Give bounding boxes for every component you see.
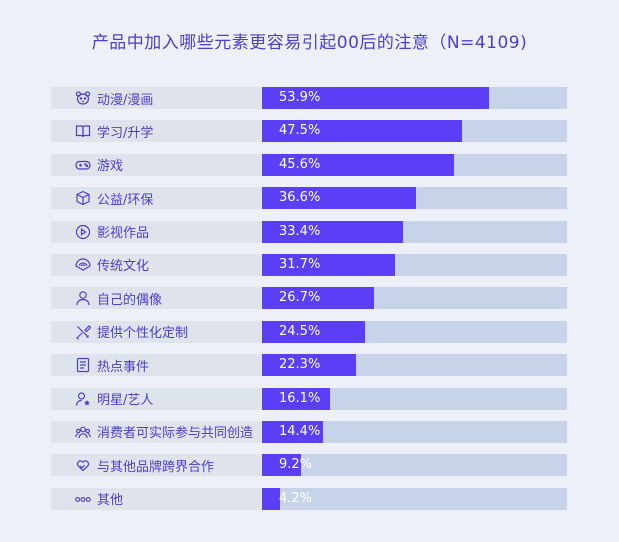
star-person-icon (75, 391, 91, 407)
bar (262, 354, 356, 377)
category-label: 游戏 (97, 159, 124, 175)
group-icon (75, 424, 91, 440)
category-label: 与其他品牌跨界合作 (97, 459, 215, 475)
bar (262, 187, 416, 210)
category-label-cell: 传统文化 (51, 253, 262, 276)
category-label-cell: 动漫/漫画 (51, 87, 262, 109)
bar (262, 420, 323, 443)
bar (262, 387, 330, 410)
category-label-cell: 游戏 (51, 153, 262, 176)
category-label: 影视作品 (97, 226, 150, 242)
bar-track: 24.5% (262, 320, 567, 343)
bar-row: 游戏 45.6% (51, 153, 567, 176)
value-label: 36.6% (279, 190, 321, 206)
bar (262, 120, 462, 143)
category-label: 消费者可实际参与共同创造 (97, 426, 254, 442)
value-label: 47.5% (279, 123, 321, 139)
bar-row: 明星/艺人 16.1% (51, 387, 567, 410)
value-label: 33.4% (279, 223, 321, 239)
category-label-cell: 消费者可实际参与共同创造 (51, 420, 262, 443)
category-label: 热点事件 (97, 359, 150, 375)
bar-track: 9.2% (262, 454, 567, 477)
bar (262, 454, 301, 477)
box-icon (75, 190, 91, 206)
bar-row: 学习/升学 47.5% (51, 120, 567, 143)
value-label: 24.5% (279, 323, 321, 339)
bar (262, 87, 489, 109)
value-label: 9.2% (279, 457, 313, 473)
value-label: 45.6% (279, 156, 321, 172)
category-label-cell: 影视作品 (51, 220, 262, 243)
category-label: 明星/艺人 (97, 393, 154, 409)
bar-chart: 动漫/漫画 53.9% 学习/升学 47.5% 游戏 45.6% 公益/环保 36.6% 影视作… (51, 87, 567, 521)
bar-track: 33.4% (262, 220, 567, 243)
bar-track: 36.6% (262, 187, 567, 210)
category-label: 学习/升学 (97, 125, 154, 141)
bar-row: 其他 4.2% (51, 487, 567, 510)
bar-row: 提供个性化定制 24.5% (51, 320, 567, 343)
bar-row: 影视作品 33.4% (51, 220, 567, 243)
bar (262, 153, 454, 176)
category-label: 其他 (97, 493, 124, 509)
category-label: 自己的偶像 (97, 292, 163, 308)
bar-row: 动漫/漫画 53.9% (51, 87, 567, 109)
news-icon (75, 357, 91, 373)
heart-hands-icon (75, 457, 91, 473)
bar (262, 287, 375, 310)
category-label: 传统文化 (97, 259, 150, 275)
category-label: 公益/环保 (97, 192, 154, 208)
bar-track: 53.9% (262, 87, 567, 109)
bar (262, 220, 403, 243)
bar-track: 22.3% (262, 354, 567, 377)
category-label-cell: 明星/艺人 (51, 387, 262, 410)
bar-row: 传统文化 31.7% (51, 253, 567, 276)
gamepad-icon (75, 157, 91, 173)
category-label-cell: 其他 (51, 487, 262, 510)
category-label-cell: 自己的偶像 (51, 287, 262, 310)
value-label: 16.1% (279, 390, 321, 406)
bar-row: 消费者可实际参与共同创造 14.4% (51, 420, 567, 443)
bar-row: 热点事件 22.3% (51, 354, 567, 377)
category-label-cell: 公益/环保 (51, 187, 262, 210)
bar (262, 320, 366, 343)
bar-track: 26.7% (262, 287, 567, 310)
bar-track: 45.6% (262, 153, 567, 176)
bar-row: 与其他品牌跨界合作 9.2% (51, 454, 567, 477)
category-label-cell: 学习/升学 (51, 120, 262, 143)
dots-icon (75, 491, 91, 507)
bar-row: 公益/环保 36.6% (51, 187, 567, 210)
bar-row: 自己的偶像 26.7% (51, 287, 567, 310)
category-label-cell: 提供个性化定制 (51, 320, 262, 343)
bar-track: 31.7% (262, 253, 567, 276)
bar (262, 487, 280, 510)
value-label: 31.7% (279, 256, 321, 272)
tools-icon (75, 324, 91, 340)
category-label-cell: 与其他品牌跨界合作 (51, 454, 262, 477)
value-label: 4.2% (279, 490, 313, 506)
bar-track: 14.4% (262, 420, 567, 443)
bar-track: 47.5% (262, 120, 567, 143)
bar-track: 4.2% (262, 487, 567, 510)
book-icon (75, 123, 91, 139)
value-label: 22.3% (279, 357, 321, 373)
category-label: 提供个性化定制 (97, 326, 189, 342)
value-label: 26.7% (279, 290, 321, 306)
category-label: 动漫/漫画 (97, 92, 154, 108)
person-icon (75, 290, 91, 306)
bar (262, 253, 396, 276)
fan-icon (75, 257, 91, 273)
category-label-cell: 热点事件 (51, 354, 262, 377)
value-label: 14.4% (279, 423, 321, 439)
bear-icon (75, 90, 91, 106)
value-label: 53.9% (279, 90, 321, 105)
play-icon (75, 224, 91, 240)
bar-track: 16.1% (262, 387, 567, 410)
chart-title: 产品中加入哪些元素更容易引起00后的注意（N=4109) (91, 33, 528, 53)
